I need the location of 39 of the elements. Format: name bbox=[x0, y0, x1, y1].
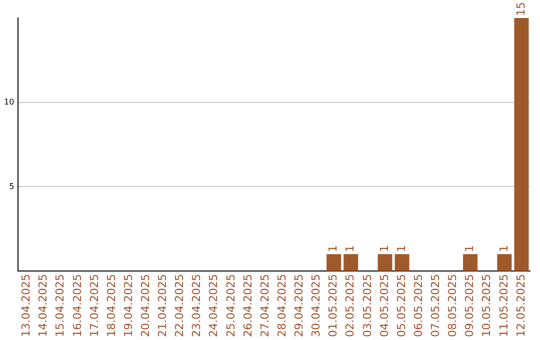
x-tick-label: 23.04.2025 bbox=[190, 274, 204, 338]
x-tick-label: 30.04.2025 bbox=[310, 274, 323, 338]
x-tick-label: 02.05.2025 bbox=[344, 274, 357, 338]
data-label: 1 bbox=[378, 245, 391, 252]
x-tick-label: 15.04.2025 bbox=[54, 274, 67, 338]
x-tick-label: 26.04.2025 bbox=[241, 274, 254, 338]
x-tick-label: 13.04.2025 bbox=[20, 274, 33, 338]
x-tick-label: 29.04.2025 bbox=[292, 274, 306, 338]
y-tick-label: 5 bbox=[9, 182, 14, 191]
x-tick-label: 16.04.2025 bbox=[70, 274, 84, 338]
x-tick-label: 14.04.2025 bbox=[36, 274, 50, 338]
x-tick-label: 09.05.2025 bbox=[463, 274, 476, 338]
y-tick-label: 10 bbox=[4, 97, 14, 106]
data-label: 1 bbox=[344, 245, 357, 252]
x-tick-label: 03.05.2025 bbox=[360, 274, 374, 338]
x-tick-label: 17.04.2025 bbox=[88, 274, 101, 338]
x-tick-label: 19.04.2025 bbox=[122, 274, 135, 338]
x-tick-label: 05.05.2025 bbox=[394, 274, 408, 338]
x-tick-label: 08.05.2025 bbox=[446, 274, 460, 338]
data-label: 1 bbox=[394, 245, 408, 252]
data-label: 1 bbox=[497, 245, 510, 252]
x-tick-label: 11.05.2025 bbox=[497, 274, 510, 338]
x-tick-label: 20.04.2025 bbox=[138, 274, 152, 338]
x-tick-label: 25.04.2025 bbox=[224, 274, 238, 338]
x-tick-label: 12.05.2025 bbox=[514, 274, 528, 338]
x-tick-label: 28.04.2025 bbox=[275, 274, 288, 338]
data-label: 15 bbox=[514, 2, 528, 16]
x-tick-label: 21.04.2025 bbox=[156, 274, 170, 338]
x-tick-label: 24.04.2025 bbox=[207, 274, 220, 338]
x-tick-label: 22.04.2025 bbox=[173, 274, 186, 338]
x-tick-label: 10.05.2025 bbox=[480, 274, 494, 338]
x-tick-label: 27.04.2025 bbox=[258, 274, 272, 338]
data-label: 1 bbox=[463, 245, 476, 252]
x-tick-label: 01.05.2025 bbox=[326, 274, 340, 338]
x-tick-label: 06.05.2025 bbox=[412, 274, 425, 338]
x-tick-label: 18.04.2025 bbox=[104, 274, 118, 338]
x-tick-label: 04.05.2025 bbox=[378, 274, 391, 338]
x-tick-label: 07.05.2025 bbox=[429, 274, 442, 338]
data-label: 1 bbox=[326, 245, 340, 252]
